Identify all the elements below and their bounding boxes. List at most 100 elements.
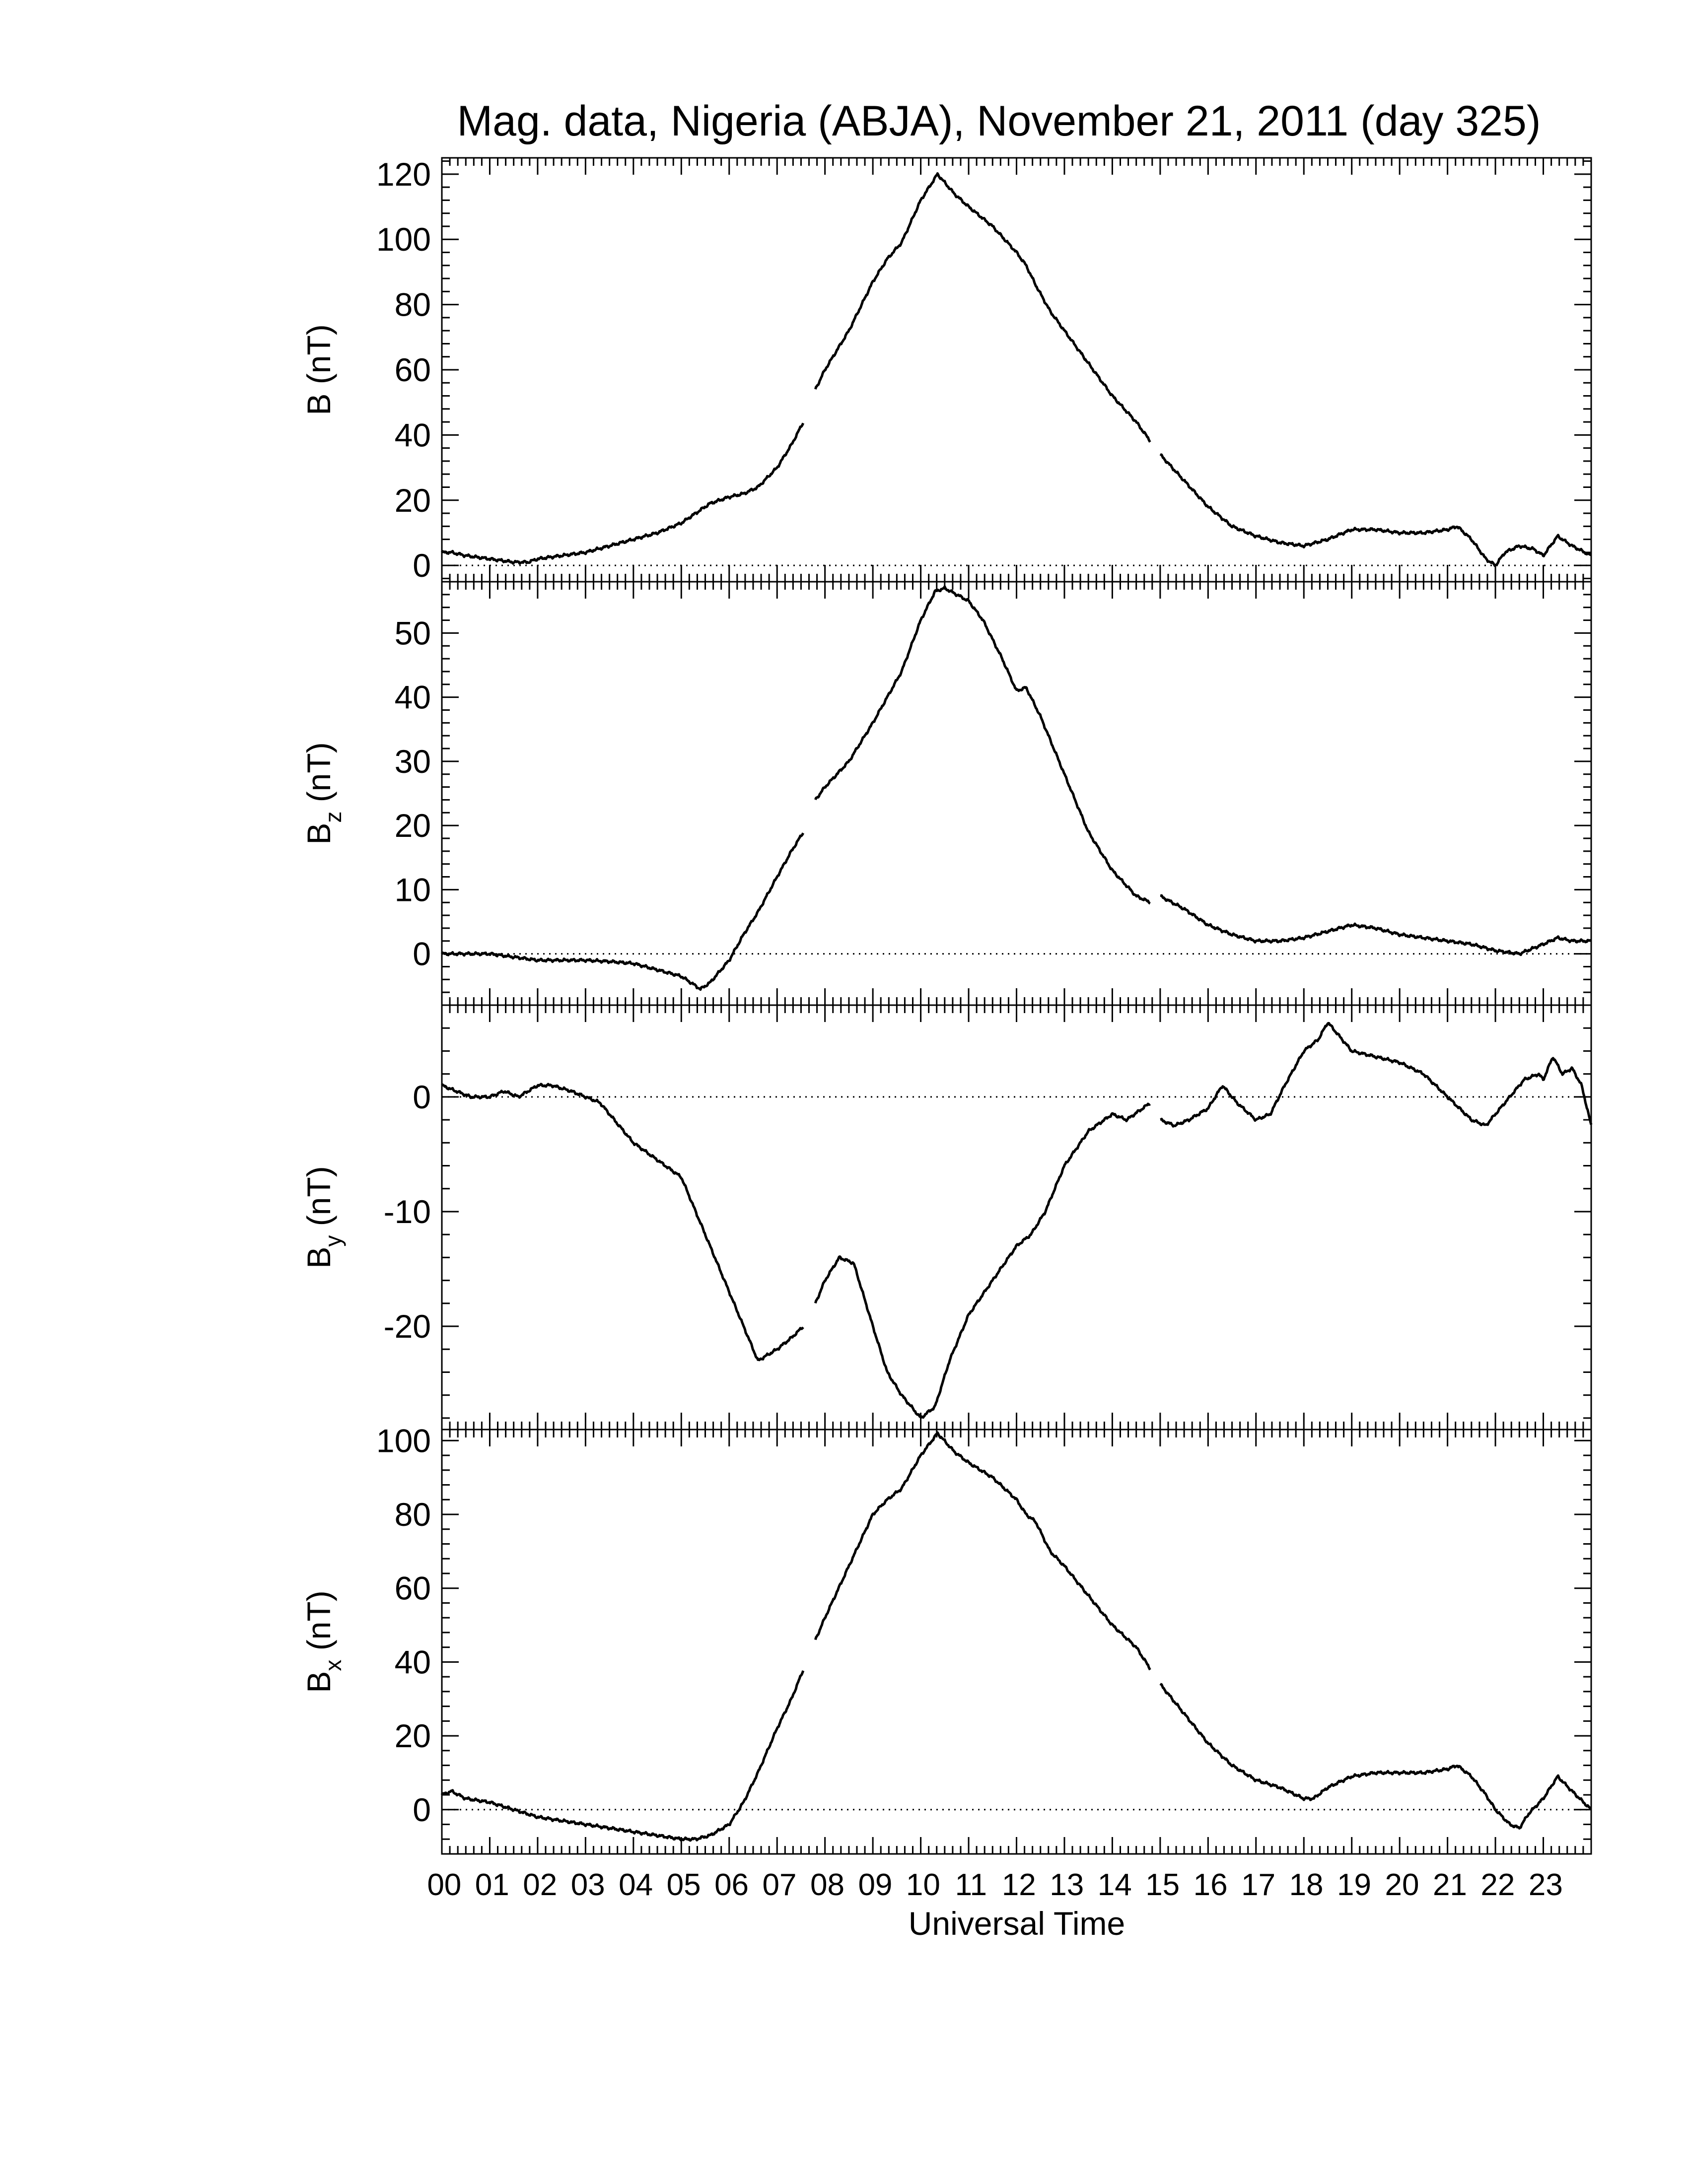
data-point bbox=[470, 1096, 472, 1098]
data-point bbox=[991, 1477, 993, 1479]
panel-Bx-y-tick-label: 40 bbox=[395, 1643, 431, 1680]
data-point bbox=[1174, 1125, 1176, 1127]
x-tick-label: 02 bbox=[523, 1868, 557, 1902]
data-point bbox=[680, 522, 682, 524]
data-point bbox=[656, 532, 658, 534]
data-point bbox=[441, 1794, 443, 1796]
x-tick-label: 06 bbox=[714, 1868, 749, 1902]
data-point bbox=[790, 850, 792, 852]
data-point bbox=[680, 1176, 682, 1178]
data-point bbox=[936, 1432, 938, 1434]
data-point bbox=[1422, 1073, 1424, 1075]
data-point bbox=[991, 225, 993, 227]
data-point bbox=[1111, 870, 1113, 872]
data-point bbox=[1456, 525, 1458, 527]
data-point bbox=[1485, 1794, 1487, 1796]
data-point bbox=[968, 600, 970, 602]
panel-Bz-y-ticks bbox=[442, 581, 1591, 1006]
data-point bbox=[1016, 252, 1018, 254]
data-point bbox=[1351, 1775, 1353, 1777]
data-point bbox=[1422, 532, 1424, 534]
panel-B-x-ticks bbox=[441, 158, 1592, 582]
data-point bbox=[728, 496, 730, 498]
data-point bbox=[513, 1809, 515, 1811]
data-point bbox=[982, 619, 984, 621]
data-point bbox=[537, 959, 539, 961]
data-point bbox=[551, 1085, 553, 1087]
data-point bbox=[901, 1394, 903, 1396]
data-point bbox=[743, 493, 745, 495]
data-point bbox=[886, 1371, 888, 1373]
panel-Bz-frame bbox=[441, 581, 1592, 1006]
data-point bbox=[872, 1513, 874, 1515]
panel-B-y-tick-label: 60 bbox=[395, 351, 431, 388]
data-point bbox=[920, 1454, 922, 1456]
y-label-main: B bbox=[300, 823, 337, 845]
panel-B-y-ticks bbox=[442, 160, 1591, 579]
data-point bbox=[1001, 658, 1003, 660]
data-point bbox=[1236, 1101, 1238, 1103]
data-point bbox=[886, 696, 888, 698]
data-point bbox=[1552, 1056, 1554, 1058]
data-point bbox=[757, 1360, 759, 1362]
data-point bbox=[1375, 927, 1377, 929]
data-point bbox=[1087, 831, 1089, 833]
data-point bbox=[853, 1262, 855, 1264]
data-point bbox=[656, 969, 658, 971]
data-point bbox=[1556, 535, 1558, 537]
data-point bbox=[584, 1096, 586, 1098]
panel-By: -20 -10 0 By (nT) bbox=[300, 1004, 1593, 1431]
data-point bbox=[802, 1325, 804, 1327]
panel-Bx: 0 20 40 60 80 100 Bx (nT) bbox=[300, 1422, 1592, 1855]
data-point bbox=[934, 590, 936, 592]
data-point bbox=[633, 1142, 634, 1144]
data-point bbox=[513, 956, 515, 958]
data-point bbox=[1044, 1211, 1046, 1213]
data-point bbox=[886, 1499, 888, 1501]
data-point bbox=[936, 173, 938, 175]
data-point bbox=[872, 281, 874, 283]
data-point bbox=[1571, 940, 1573, 942]
data-point bbox=[1471, 1775, 1473, 1777]
data-point bbox=[1221, 1085, 1223, 1087]
data-point bbox=[1571, 1067, 1573, 1069]
data-point bbox=[901, 242, 903, 244]
data-point bbox=[609, 545, 611, 547]
panel-Bx-y-tick-label: 20 bbox=[395, 1717, 431, 1754]
data-point bbox=[1533, 548, 1535, 550]
x-tick-label: 08 bbox=[810, 1868, 844, 1902]
panel-B-y-tick-label: 0 bbox=[413, 547, 431, 584]
data-point bbox=[743, 934, 745, 936]
data-point bbox=[1327, 1022, 1329, 1024]
data-point bbox=[680, 1838, 682, 1840]
data-point bbox=[1183, 908, 1185, 910]
x-axis-tick-labels: 00 01 02 03 04 05 06 07 08 09 10 11 12 13 14 15 16 17 18 19… bbox=[427, 1868, 1563, 1902]
panel-Bz-y-axis-label: Bz (nT) bbox=[300, 742, 346, 844]
data-point bbox=[824, 1617, 826, 1619]
data-point bbox=[1183, 1712, 1185, 1714]
x-tick-label: 00 bbox=[427, 1868, 461, 1902]
data-point bbox=[1313, 1797, 1315, 1799]
data-point bbox=[489, 953, 491, 955]
x-tick-label: 18 bbox=[1289, 1868, 1324, 1902]
x-tick-label: 15 bbox=[1145, 1868, 1180, 1902]
data-point bbox=[814, 799, 816, 801]
data-point bbox=[790, 1698, 792, 1700]
data-point bbox=[1351, 529, 1353, 531]
x-tick-label: 22 bbox=[1480, 1868, 1515, 1902]
data-point bbox=[489, 558, 491, 560]
data-point bbox=[814, 1639, 816, 1641]
data-point bbox=[1279, 940, 1281, 942]
data-point bbox=[757, 911, 759, 913]
panel-By-series-line bbox=[441, 1022, 1593, 1419]
y-label-main: B bbox=[300, 394, 337, 415]
data-point bbox=[1543, 554, 1545, 556]
data-point bbox=[790, 1337, 792, 1339]
data-point bbox=[886, 258, 888, 260]
panel-Bz-y-tick-label: 30 bbox=[395, 743, 431, 780]
data-point bbox=[1231, 1765, 1233, 1767]
panel-By-data-points bbox=[441, 1022, 1592, 1419]
data-point bbox=[599, 1101, 601, 1103]
x-tick-label: 16 bbox=[1194, 1868, 1228, 1902]
data-point bbox=[1231, 525, 1233, 527]
